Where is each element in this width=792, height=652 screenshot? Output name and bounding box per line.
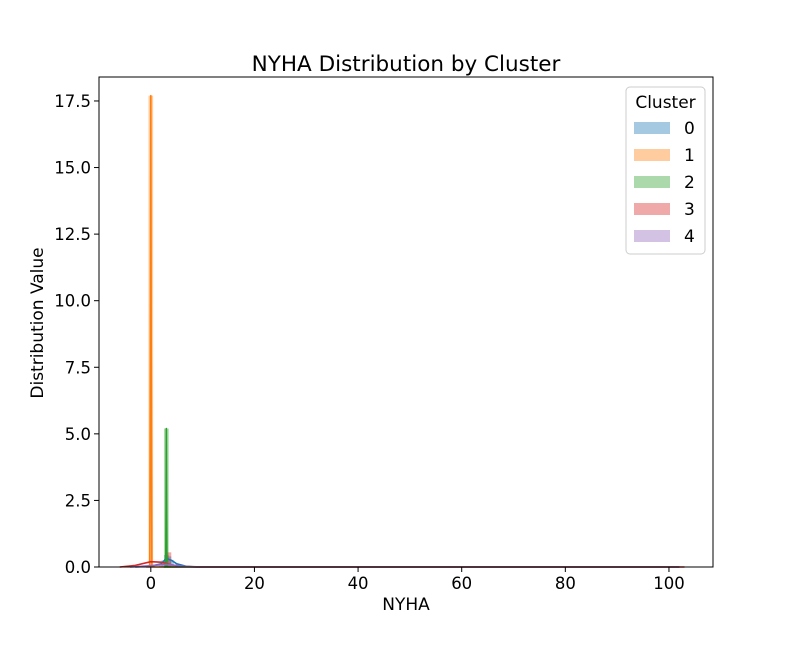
x-tick-label: 40 bbox=[348, 574, 369, 593]
legend-title: Cluster bbox=[635, 93, 695, 113]
y-tick-label: 10.0 bbox=[54, 292, 91, 311]
legend: Cluster 0 1 2 3 4 bbox=[625, 86, 706, 255]
y-tick-label: 0.0 bbox=[65, 558, 91, 577]
x-tick-label: 60 bbox=[451, 574, 472, 593]
y-tick-label: 5.0 bbox=[65, 425, 91, 444]
y-tick-label: 15.0 bbox=[54, 159, 91, 178]
y-tick-label: 7.5 bbox=[65, 358, 91, 377]
kde-line-cluster-2 bbox=[163, 427, 680, 568]
legend-swatch-cluster-1 bbox=[634, 149, 670, 161]
y-tick-label: 2.5 bbox=[65, 491, 91, 510]
y-tick-label: 17.5 bbox=[54, 92, 91, 111]
legend-swatch-cluster-3 bbox=[634, 203, 670, 215]
x-tick-label: 20 bbox=[244, 574, 265, 593]
legend-swatch-cluster-0 bbox=[634, 122, 670, 134]
x-tick-label: 0 bbox=[146, 574, 157, 593]
legend-label-cluster-1: 1 bbox=[684, 146, 695, 166]
x-tick-label: 100 bbox=[653, 574, 685, 593]
y-tick-label: 12.5 bbox=[54, 225, 91, 244]
legend-label-cluster-0: 0 bbox=[684, 119, 695, 139]
legend-swatch-cluster-2 bbox=[634, 176, 670, 188]
kde-line-cluster-1 bbox=[146, 94, 680, 568]
x-tick-label: 80 bbox=[555, 574, 576, 593]
legend-label-cluster-2: 2 bbox=[684, 173, 695, 193]
legend-label-cluster-4: 4 bbox=[684, 227, 695, 247]
histogram-bar-cluster-0-4 bbox=[169, 560, 174, 567]
y-axis-label: Distribution Value bbox=[28, 247, 48, 398]
legend-box bbox=[625, 86, 706, 255]
histogram-bar-cluster-0-3 bbox=[166, 556, 172, 567]
chart-title: NYHA Distribution by Cluster bbox=[252, 52, 561, 77]
legend-label-cluster-3: 3 bbox=[684, 200, 695, 220]
axes-frame bbox=[98, 76, 714, 568]
legend-swatch-cluster-4 bbox=[634, 230, 670, 242]
x-axis-label: NYHA bbox=[382, 595, 430, 615]
kde-line-cluster-0 bbox=[135, 557, 680, 568]
